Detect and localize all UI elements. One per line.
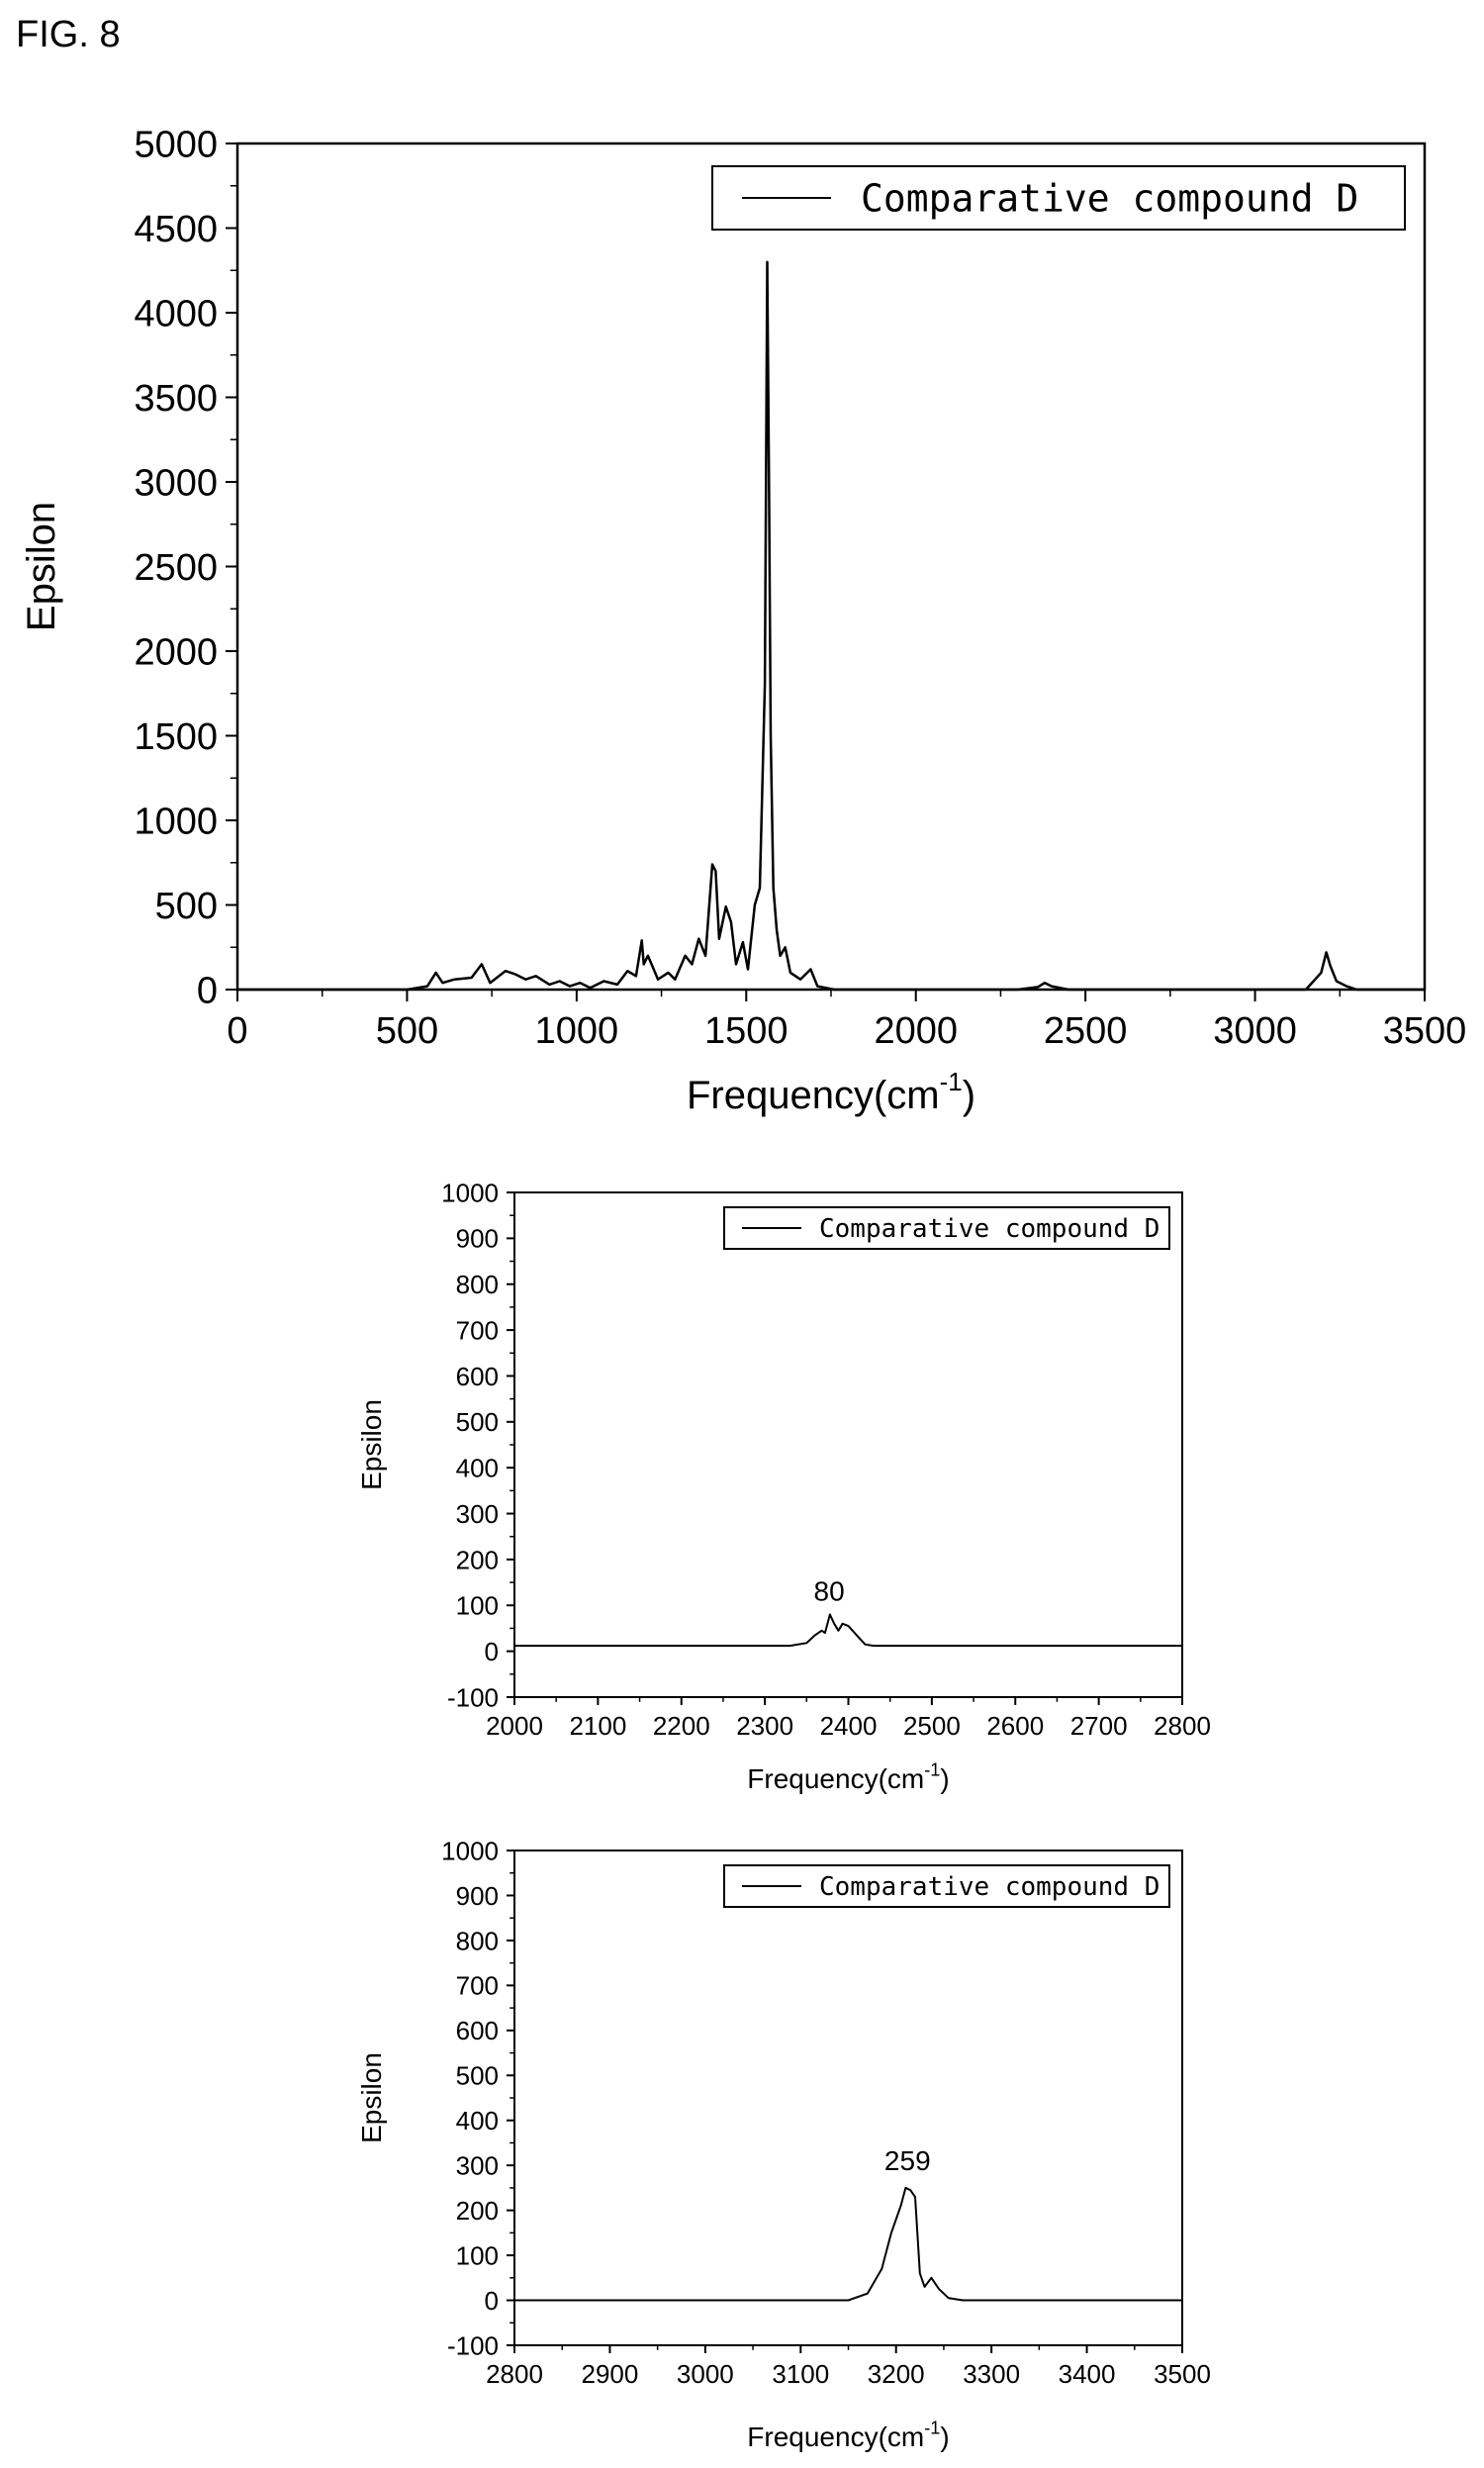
y-tick-label: 2000: [134, 632, 218, 674]
x-tick-label: 2800: [486, 2359, 543, 2389]
legend-label: Comparative compound D: [861, 176, 1358, 220]
plot-frame: [513, 1191, 1183, 1698]
x-axis-label: Frequency(cm-1): [747, 2418, 949, 2452]
x-tick-label: 2500: [1044, 1010, 1128, 1052]
y-tick-label: -100: [447, 2330, 499, 2360]
x-tick-label: 2100: [569, 1711, 626, 1741]
x-tick-label: 2000: [486, 1711, 543, 1741]
y-tick-label: 4500: [134, 209, 218, 250]
y-tick-label: 800: [456, 1926, 499, 1955]
legend-label: Comparative compound D: [819, 1214, 1159, 1244]
x-tick-label: 2900: [582, 2359, 639, 2389]
peak-annotation: 259: [884, 2145, 931, 2176]
y-tick-label: 0: [485, 2286, 499, 2316]
y-axis-label: Epsilon: [356, 2052, 387, 2143]
y-tick-label: 400: [456, 1454, 499, 1483]
x-tick-label: 3500: [1383, 1010, 1467, 1052]
x-tick-label: 3500: [1154, 2359, 1211, 2389]
x-tick-label: 2800: [1154, 1711, 1211, 1741]
y-tick-label: 500: [456, 2061, 499, 2091]
peak-annotation: 80: [814, 1576, 845, 1607]
chart-zoom-2800-3500: 2800 2900 3000 3100 3200 3300 3400 3500 -100 0 100…: [356, 1836, 1211, 2452]
x-tick-label: 2500: [903, 1711, 961, 1741]
y-axis-label: Epsilon: [20, 502, 63, 631]
y-tick-label: 300: [456, 1499, 499, 1529]
x-tick-label: 2200: [653, 1711, 710, 1741]
y-tick-label: 1000: [441, 1836, 499, 1865]
y-tick-label: 1000: [134, 802, 218, 843]
plot-frame: [513, 1850, 1183, 2346]
x-tick-label: 2000: [874, 1010, 958, 1052]
x-tick-label: 3100: [772, 2359, 829, 2389]
y-tick-label: 900: [456, 1881, 499, 1911]
y-tick-label: 0: [485, 1637, 499, 1666]
y-tick-label: 400: [456, 2106, 499, 2136]
legend-label: Comparative compound D: [819, 1872, 1159, 1902]
y-tick-label: 100: [456, 1591, 499, 1621]
y-tick-label: 1500: [134, 716, 218, 758]
y-tick-label: 500: [155, 886, 218, 927]
x-axis-label: Frequency(cm-1): [687, 1067, 975, 1117]
x-tick-label: 2700: [1070, 1711, 1128, 1741]
x-tick-label: 3200: [868, 2359, 925, 2389]
x-tick-label: 2300: [736, 1711, 793, 1741]
y-tick-label: 600: [456, 1362, 499, 1391]
y-tick-label: 100: [456, 2240, 499, 2270]
series-line: [514, 2186, 1182, 2302]
y-tick-label: 5000: [134, 125, 218, 166]
y-tick-label: 3000: [134, 463, 218, 505]
figure-label: FIG. 8: [16, 14, 121, 55]
chart-full-spectrum: 0 500 1000 1500 2000 2500 3000 3500 0 500 1000 1500…: [20, 125, 1467, 1117]
x-axis-label: Frequency(cm-1): [747, 1759, 949, 1794]
plot-frame: [235, 142, 1427, 992]
y-tick-label: 700: [456, 1315, 499, 1345]
y-axis-label: Epsilon: [356, 1399, 387, 1490]
y-tick-label: 1000: [441, 1178, 499, 1207]
chart-zoom-2000-2800: 2000 2100 2200 2300 2400 2500 2600 2700 2800-100…: [356, 1178, 1211, 1794]
y-tick-label: 2500: [134, 547, 218, 589]
y-tick-label: 600: [456, 2016, 499, 2045]
y-tick-label: 200: [456, 2196, 499, 2226]
y-tick-label: 300: [456, 2151, 499, 2181]
x-tick-label: 0: [227, 1010, 247, 1052]
y-tick-label: 4000: [134, 294, 218, 335]
x-tick-label: 3000: [677, 2359, 734, 2389]
x-tick-label: 2600: [986, 1711, 1044, 1741]
series-line: [237, 260, 1425, 992]
y-tick-label: 500: [456, 1407, 499, 1437]
series-line: [514, 1613, 1182, 1648]
x-tick-label: 3300: [963, 2359, 1020, 2389]
y-tick-label: 800: [456, 1270, 499, 1299]
x-tick-label: 500: [376, 1010, 438, 1052]
y-tick-label: 0: [197, 971, 218, 1012]
y-tick-label: 900: [456, 1224, 499, 1254]
x-tick-label: 2400: [820, 1711, 878, 1741]
y-tick-label: 3500: [134, 378, 218, 420]
y-tick-label: 200: [456, 1545, 499, 1574]
y-tick-label: 700: [456, 1971, 499, 2001]
x-tick-label: 1500: [704, 1010, 788, 1052]
x-tick-label: 3000: [1213, 1010, 1297, 1052]
x-tick-label: 3400: [1059, 2359, 1116, 2389]
x-tick-label: 1000: [535, 1010, 619, 1052]
y-tick-label: -100: [447, 1682, 499, 1712]
